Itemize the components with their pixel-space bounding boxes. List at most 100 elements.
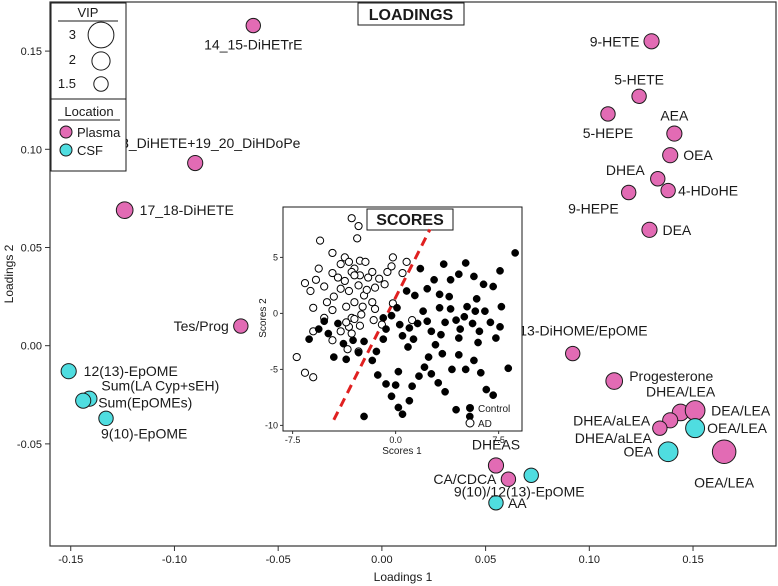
ad-score-point [309, 373, 318, 382]
loading-point-label: OEA [624, 444, 654, 460]
control-score-point [439, 260, 448, 268]
inset-y-tick-label: 5 [273, 252, 278, 262]
ad-score-point [344, 286, 354, 296]
loading-point [500, 471, 517, 487]
legend-csf-label: CSF [77, 143, 103, 158]
control-score-point [416, 264, 425, 273]
chart-title-box [357, 2, 465, 26]
control-score-point [409, 335, 418, 344]
control-score-point [452, 316, 460, 324]
loading-point-label: Sum(EpOMEs) [98, 395, 192, 411]
x-tick-label: 0.15 [682, 554, 703, 566]
scores-inset: SCORES -7.5 0.0 7.5 5 0 -5 -10 Scores 1 Scores… [258, 206, 523, 457]
control-score-point [394, 367, 403, 376]
ad-score-point [336, 327, 345, 336]
control-score-point [394, 403, 403, 412]
inset-y-tick-label: -10 [265, 420, 278, 430]
ad-score-point [292, 352, 301, 362]
loading-point-label: 17_18-DiHETE [140, 202, 234, 218]
y-axis-ticks: -0.05 0.00 0.05 0.10 0.15 [17, 46, 50, 451]
control-score-point [452, 405, 460, 414]
control-score-point [398, 331, 407, 340]
loading-point-label: DHEAS [472, 436, 520, 452]
loading-point-label: OEA/LEA [694, 475, 755, 491]
y-tick-label: 0.15 [21, 46, 42, 58]
control-score-point [454, 350, 463, 359]
ad-score-point [354, 281, 363, 290]
ad-score-point [300, 368, 310, 377]
ad-score-point [350, 298, 359, 307]
loading-point-label: DEA [662, 222, 691, 238]
ad-score-point [350, 271, 359, 280]
control-score-point [402, 287, 411, 295]
ad-score-point [398, 268, 407, 278]
ad-score-point [368, 298, 377, 307]
legend-vip-circle-3 [87, 21, 115, 49]
control-score-point [489, 282, 498, 291]
x-tick-label: 0.10 [579, 554, 600, 566]
ad-score-point [358, 302, 367, 311]
ad-score-point [383, 267, 392, 277]
control-score-point [479, 280, 488, 289]
loading-point-label: Progesterone [629, 368, 713, 384]
control-score-point [342, 355, 351, 364]
loading-point [657, 441, 679, 463]
loading-point-label: DEA/LEA [711, 402, 771, 418]
ad-score-point [328, 268, 337, 278]
ad-score-point [306, 286, 315, 296]
ad-score-point [387, 262, 396, 271]
control-score-point [461, 365, 470, 374]
control-score-point [496, 266, 504, 275]
control-score-point [423, 284, 432, 293]
control-score-point [339, 339, 348, 348]
ad-score-point [402, 257, 411, 266]
control-score-point [431, 340, 440, 349]
control-score-point [492, 334, 500, 342]
control-score-point [427, 370, 436, 378]
loading-point-label: DHEA [606, 162, 646, 178]
control-score-point [461, 259, 470, 267]
loading-point-label: 14_15-DiHETrE [204, 37, 302, 53]
control-score-point [445, 292, 454, 301]
ad-score-point [320, 282, 329, 291]
control-score-point [349, 336, 357, 345]
loading-point [684, 400, 706, 421]
ad-score-point [343, 345, 352, 354]
control-score-point [454, 334, 463, 342]
x-axis-ticks: -0.15 -0.10 -0.05 0.00 0.05 0.10 0.15 [58, 546, 704, 566]
loading-point-label: 9-HETE [590, 33, 640, 49]
control-score-point [360, 337, 368, 346]
chart-title-text: LOADINGS [369, 7, 454, 24]
legend-vip-label-2: 2 [69, 52, 76, 67]
x-tick-label: -0.15 [58, 554, 83, 566]
control-score-point [472, 294, 481, 303]
legend-vip-circle-2 [91, 51, 111, 71]
loading-point [652, 420, 668, 436]
control-score-point [314, 325, 323, 333]
control-score-point [411, 291, 419, 300]
ad-score-point [309, 303, 318, 312]
ad-score-point [342, 302, 351, 311]
ad-score-point [357, 310, 366, 319]
legend-vip-label-1-5: 1.5 [58, 76, 76, 91]
inset-legend-ad-marker [465, 418, 475, 428]
loading-point [650, 171, 666, 187]
control-score-point [448, 365, 456, 374]
ad-score-points [292, 214, 417, 382]
control-score-point [511, 249, 519, 257]
control-score-point [424, 353, 433, 361]
control-score-point [334, 319, 342, 328]
control-score-point [441, 318, 449, 327]
ad-score-point [336, 284, 345, 293]
x-tick-label: 0.00 [371, 554, 392, 566]
control-score-point [446, 275, 455, 284]
ad-score-point [368, 267, 377, 277]
control-score-point [463, 302, 471, 311]
ad-score-point [328, 248, 337, 258]
ad-score-point [353, 234, 362, 243]
control-score-point [471, 307, 480, 316]
ad-score-point [364, 273, 373, 282]
loadings-points: 14_15-DiHETrE 9-HETE 5-HETE 5-HEPE AEA OEA 17_… [60, 17, 771, 511]
control-score-point [415, 372, 423, 380]
